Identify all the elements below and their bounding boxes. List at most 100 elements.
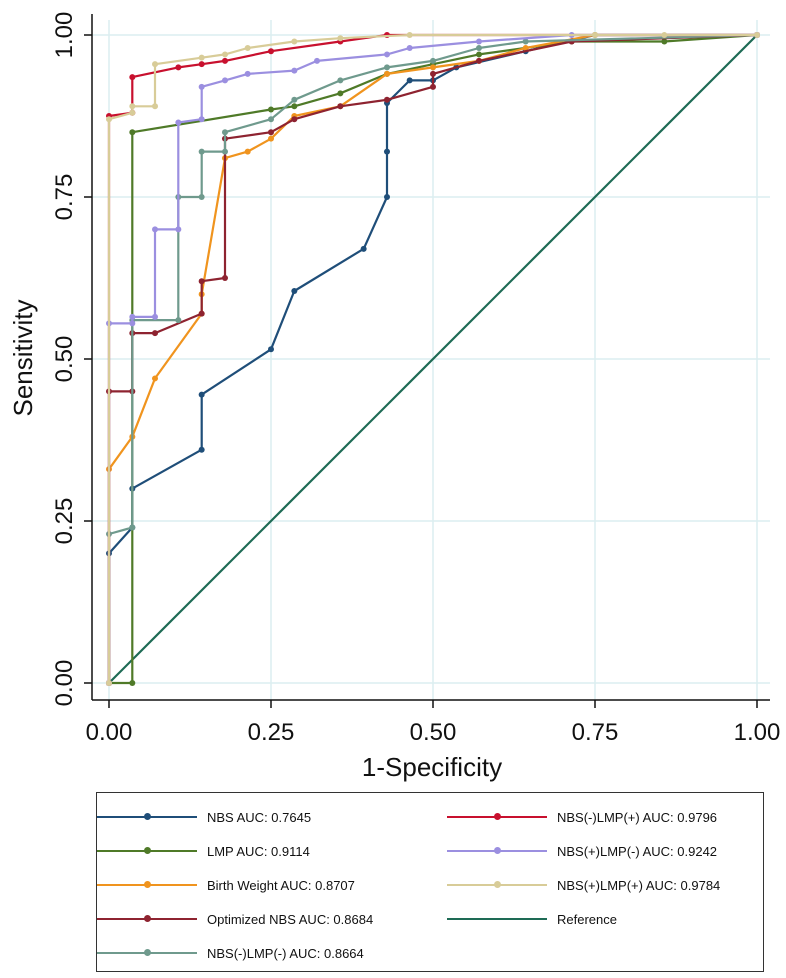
data-point (129, 320, 136, 327)
data-point (291, 38, 298, 45)
legend-swatch-dot (494, 881, 501, 888)
data-point (522, 38, 529, 45)
data-point (221, 51, 228, 58)
legend-item: NBS AUC: 0.7645 (97, 807, 311, 827)
data-point (129, 524, 136, 531)
data-point (221, 77, 228, 84)
data-point (221, 57, 228, 64)
legend-item: NBS(+)LMP(-) AUC: 0.9242 (447, 841, 717, 861)
data-point (406, 77, 413, 84)
y-tick-label: 0.25 (51, 498, 78, 545)
legend-swatch (447, 810, 547, 824)
legend-swatch (97, 844, 197, 858)
data-point (129, 680, 136, 686)
x-axis-title: 1-Specificity (362, 752, 502, 782)
data-point (221, 275, 228, 281)
data-point (268, 129, 274, 136)
data-point (476, 51, 483, 58)
data-point (198, 310, 205, 317)
data-point (152, 330, 159, 337)
legend-label: NBS(+)LMP(-) AUC: 0.9242 (557, 843, 718, 859)
axes (91, 14, 770, 701)
data-point (268, 346, 274, 353)
data-point (129, 74, 136, 81)
data-point (175, 317, 182, 324)
data-point (175, 64, 182, 71)
legend: NBS AUC: 0.7645 LMP AUC: 0.9114 Birth Weig… (96, 792, 764, 972)
data-point (198, 446, 205, 453)
data-point (198, 54, 205, 61)
data-point (337, 90, 344, 97)
data-point (291, 103, 298, 110)
data-point (754, 32, 760, 38)
data-point (198, 194, 205, 200)
data-point (430, 70, 436, 77)
data-point (268, 106, 274, 113)
data-point (221, 148, 228, 155)
data-point (152, 226, 159, 233)
roc-chart: 0.00 0.25 0.50 0.75 1.00 0.00 0.25 0.50 0.75 1.00… (8, 12, 780, 782)
series-reference (108, 34, 758, 684)
legend-swatch-dot (144, 813, 151, 820)
data-point (383, 194, 390, 200)
series-lines (106, 32, 760, 686)
y-tick-label: 0.50 (51, 336, 78, 383)
data-point (383, 96, 390, 103)
x-tick-label: 0.50 (410, 719, 457, 746)
legend-label: Optimized NBS AUC: 0.8684 (207, 911, 374, 927)
legend-swatch (97, 912, 197, 926)
legend-swatch-dot (144, 949, 151, 956)
x-tick-label: 1.00 (734, 719, 781, 746)
legend-swatch (447, 878, 547, 892)
data-point (476, 57, 483, 64)
series-line (108, 34, 758, 684)
data-point (383, 51, 390, 58)
data-point (291, 67, 298, 74)
legend-swatch (447, 844, 547, 858)
data-point (406, 44, 413, 51)
legend-label: LMP AUC: 0.9114 (207, 843, 310, 859)
legend-label: Reference (557, 911, 617, 927)
legend-swatch-dot (144, 847, 151, 854)
legend-swatch-dot (144, 881, 151, 888)
data-point (198, 116, 205, 123)
data-point (198, 278, 205, 285)
data-point (661, 38, 668, 45)
y-tick-label: 1.00 (51, 12, 78, 59)
legend-item: LMP AUC: 0.9114 (97, 841, 310, 861)
legend-item: Reference (447, 909, 617, 929)
legend-swatch (447, 912, 547, 926)
data-point (268, 48, 274, 55)
data-point (152, 313, 159, 320)
data-point (406, 32, 413, 38)
data-point (198, 61, 205, 68)
legend-item: NBS(+)LMP(+) AUC: 0.9784 (447, 875, 720, 895)
data-point (360, 245, 367, 252)
data-point (198, 148, 205, 155)
legend-swatch (97, 946, 197, 960)
legend-swatch-dot (494, 847, 501, 854)
data-point (383, 64, 390, 71)
data-point (476, 44, 483, 51)
data-point (430, 83, 436, 90)
series-line (107, 33, 758, 683)
series-nbs-lmp (106, 32, 760, 686)
data-point (244, 148, 251, 155)
data-point (476, 38, 483, 45)
legend-swatch (97, 878, 197, 892)
y-tick-label: 0.75 (51, 174, 78, 221)
legend-swatch-line (447, 918, 547, 920)
data-point (244, 70, 251, 77)
legend-label: Birth Weight AUC: 0.8707 (207, 877, 355, 893)
data-point (221, 129, 228, 136)
data-point (430, 64, 436, 71)
legend-label: NBS(+)LMP(+) AUC: 0.9784 (557, 877, 721, 893)
data-point (129, 109, 136, 116)
data-point (198, 83, 205, 90)
tick-labels: 0.00 0.25 0.50 0.75 1.00 0.00 0.25 0.50 0.75 1.00 (51, 12, 780, 746)
data-point (152, 103, 159, 110)
x-tick-label: 0.00 (86, 719, 133, 746)
data-point (661, 32, 668, 38)
data-point (291, 287, 298, 294)
legend-swatch (97, 810, 197, 824)
